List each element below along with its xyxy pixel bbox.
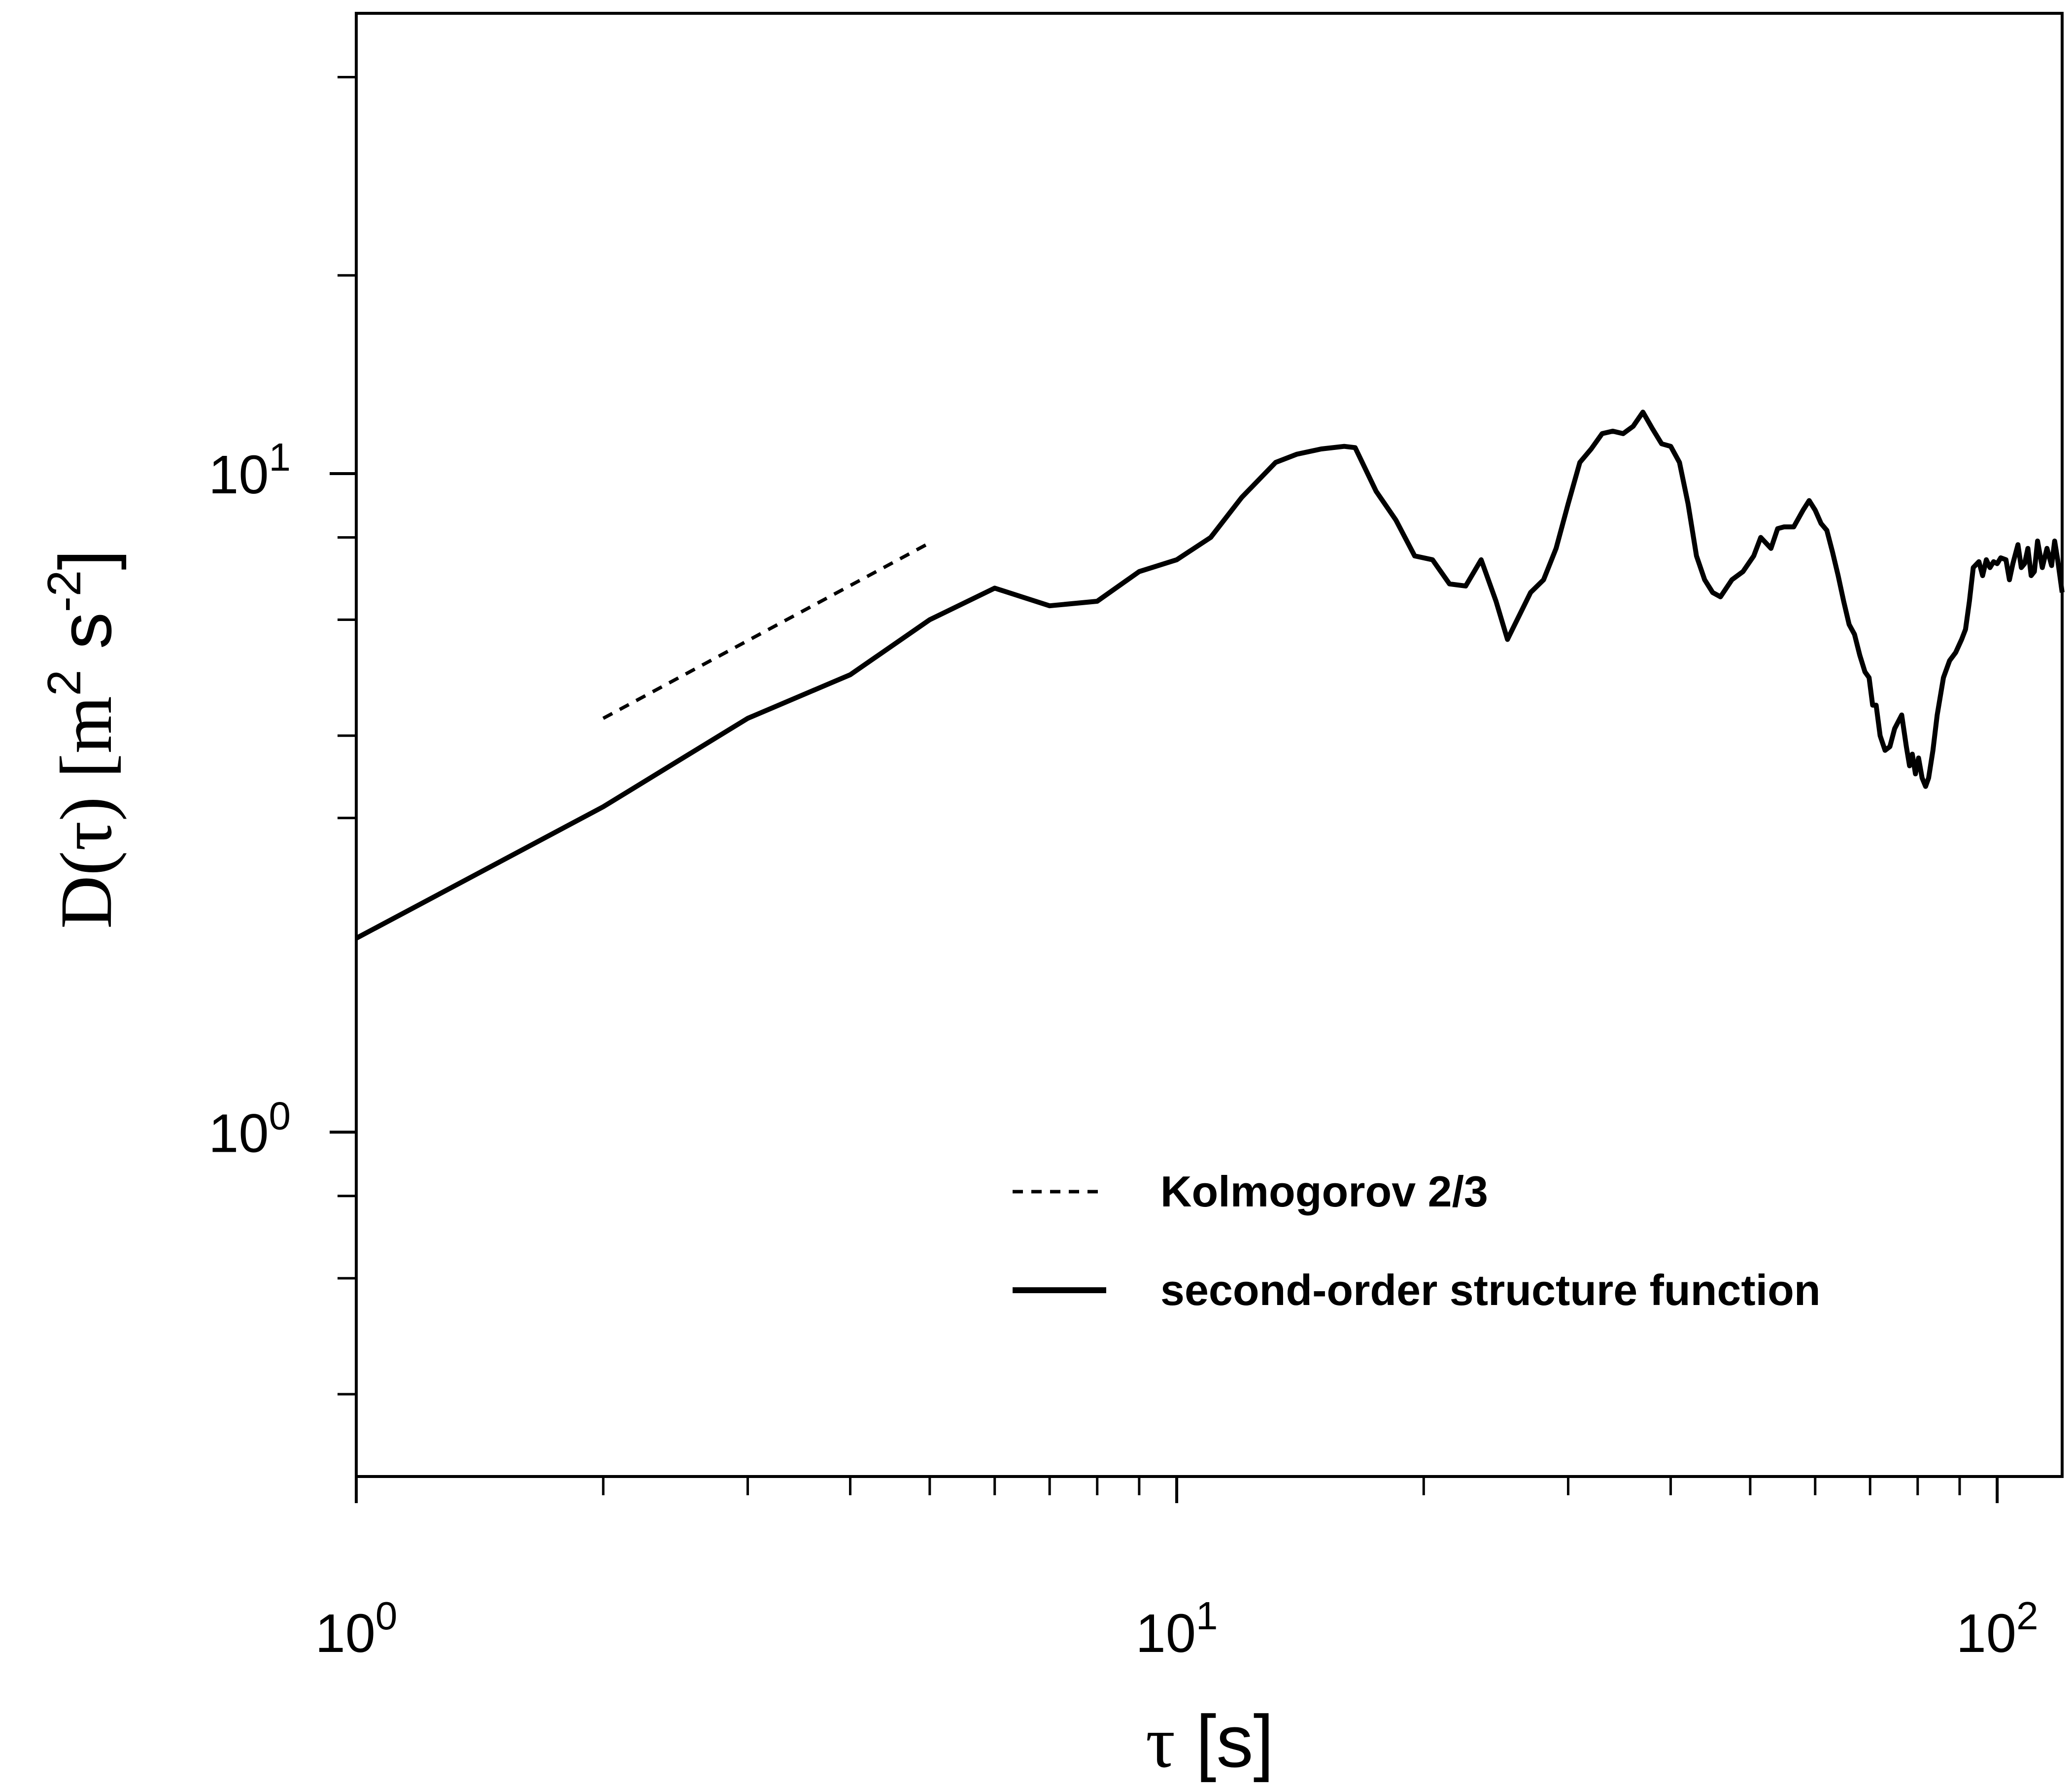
series-layer [355,410,2065,941]
series-structure-function-line [355,410,2065,941]
legend-label-structure-function: second-order structure function [1160,1266,1821,1314]
labels-layer: 100 101 102 100 101 τ [s] D(τ) [m2 s-2] [38,435,2038,1783]
x-tick-label: 101 [1136,1594,1218,1664]
legend-label-kolmogorov: Kolmogorov 2/3 [1160,1167,1488,1216]
x-tick-label: 100 [315,1594,398,1664]
x-tick-label: 102 [1956,1594,2038,1664]
series-kolmogorov-line [602,541,931,720]
y-axis-label: D(τ) [m2 s-2] [38,550,127,929]
legend: Kolmogorov 2/3 second-order structure fu… [1013,1167,1821,1314]
ticks-layer [330,75,1999,1503]
x-axis-label: τ [s] [1146,1700,1274,1783]
y-tick-label: 101 [208,435,291,505]
y-tick-label: 100 [208,1094,291,1164]
plot-frame [355,12,2064,1478]
